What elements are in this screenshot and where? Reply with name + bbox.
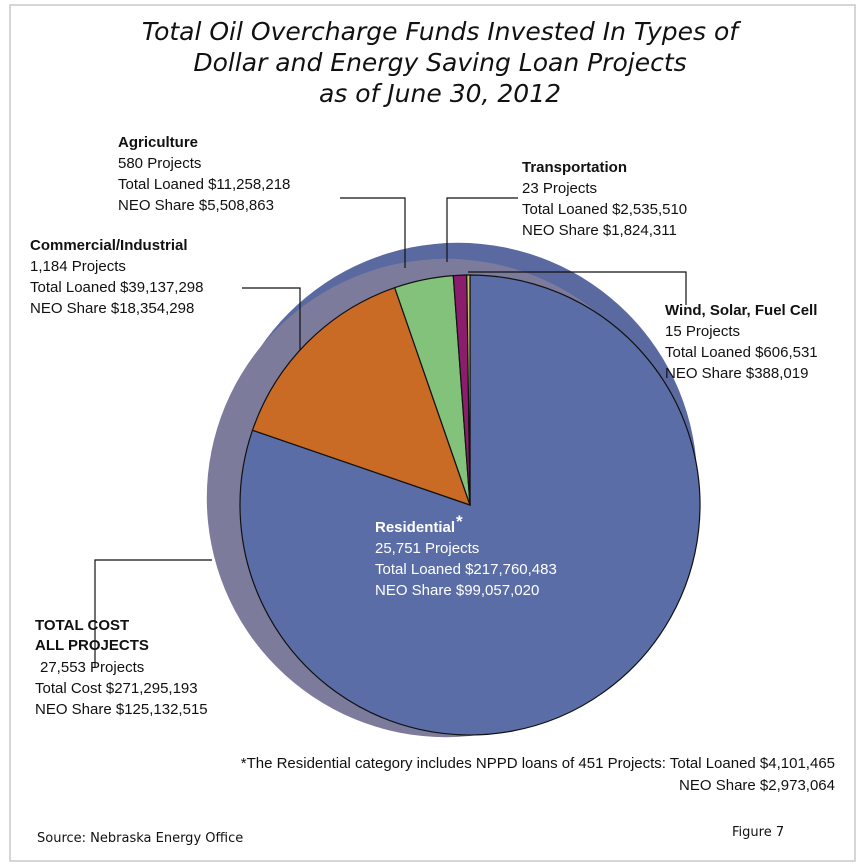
- leader-line: [242, 287, 301, 350]
- leader-line: [94, 559, 212, 668]
- leader-line: [340, 197, 406, 268]
- footnote: NEO Share $2,973,064: [679, 777, 835, 794]
- leader-lines: [94, 197, 687, 668]
- pie-slice: [239, 274, 701, 736]
- slice-neo-share: NEO Share $99,057,020: [375, 582, 539, 599]
- slice-name: Transportation: [522, 159, 627, 176]
- slice-projects: 15 Projects: [665, 323, 740, 340]
- footnote: *The Residential category includes NPPD …: [241, 755, 835, 772]
- slice-neo-share: NEO Share $18,354,298: [30, 300, 194, 317]
- pie-slice: [251, 286, 471, 506]
- slice-name: Wind, Solar, Fuel Cell: [665, 302, 817, 319]
- leader-line: [446, 197, 518, 262]
- total-neo-share: NEO Share $125,132,515: [35, 701, 208, 718]
- slice-neo-share: NEO Share $1,824,311: [522, 222, 677, 239]
- slice-name: Residential: [375, 519, 455, 536]
- chart-title: Total Oil Overcharge Funds Invested In T…: [142, 17, 741, 46]
- slice-projects: 23 Projects: [522, 180, 597, 197]
- slice-value-label: Total Loaned $217,760,483: [375, 561, 557, 578]
- note-marker: *: [456, 512, 463, 531]
- slice-neo-share: NEO Share $5,508,863: [118, 197, 274, 214]
- total-name: ALL PROJECTS: [35, 637, 149, 654]
- total-projects: 27,553 Projects: [40, 659, 144, 676]
- slice-neo-share: NEO Share $388,019: [665, 365, 808, 382]
- total-name: TOTAL COST: [35, 617, 129, 634]
- slice-value-label: Total Loaned $2,535,510: [522, 201, 687, 218]
- source: Source: Nebraska Energy Office: [37, 831, 243, 846]
- pie: [239, 274, 701, 736]
- total-value-label: Total Cost $271,295,193: [35, 680, 198, 697]
- slice-projects: 1,184 Projects: [30, 258, 126, 275]
- pie-slice: [466, 274, 471, 506]
- slice-name: Commercial/Industrial: [30, 237, 188, 254]
- chart-title: Dollar and Energy Saving Loan Projects: [193, 48, 686, 77]
- slice-value-label: Total Loaned $11,258,218: [118, 176, 290, 193]
- leader-line: [468, 271, 687, 305]
- slice-value-label: Total Loaned $606,531: [665, 344, 818, 361]
- figure-label: Figure 7: [732, 825, 784, 840]
- slice-projects: 580 Projects: [118, 155, 201, 172]
- labels: Residential * 25,751 Projects Total Loaned …: [30, 134, 818, 718]
- slice-name: Agriculture: [118, 134, 198, 151]
- chart-title: as of June 30, 2012: [319, 79, 561, 108]
- slice-value-label: Total Loaned $39,137,298: [30, 279, 204, 296]
- slice-projects: 25,751 Projects: [375, 540, 479, 557]
